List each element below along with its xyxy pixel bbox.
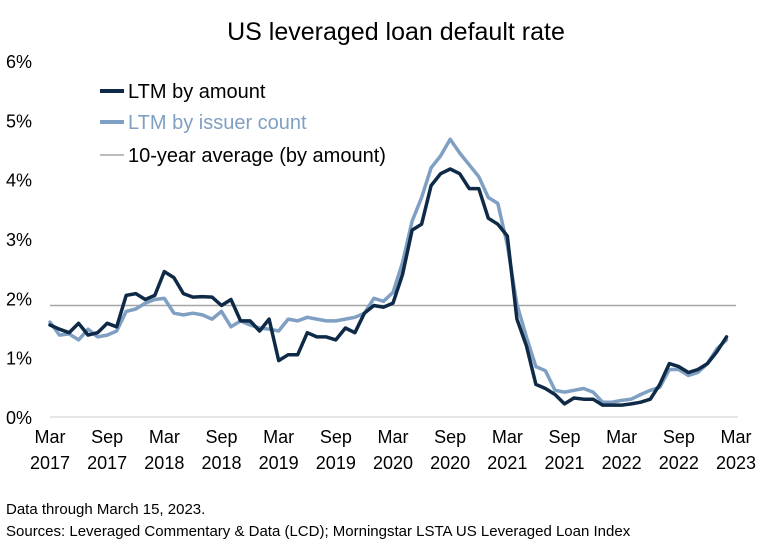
x-tick-year-label: 2019 xyxy=(259,453,299,473)
legend-label-ten-year-average: 10-year average (by amount) xyxy=(128,145,386,167)
x-tick-month-label: Mar xyxy=(149,427,180,447)
x-tick-year-label: 2020 xyxy=(430,453,470,473)
x-tick-month-label: Mar xyxy=(492,427,523,447)
x-tick-year-label: 2018 xyxy=(201,453,241,473)
x-tick-year-label: 2017 xyxy=(30,453,70,473)
y-tick-label: 3% xyxy=(6,230,32,250)
y-tick-label: 6% xyxy=(6,52,32,72)
x-tick-month-label: Sep xyxy=(91,427,123,447)
y-tick-label: 0% xyxy=(6,408,32,428)
x-tick-year-label: 2021 xyxy=(544,453,584,473)
x-tick-year-label: 2022 xyxy=(602,453,642,473)
x-tick-year-label: 2022 xyxy=(659,453,699,473)
legend-label-ltm-by-issuer-count: LTM by issuer count xyxy=(128,112,307,134)
x-tick-month-label: Sep xyxy=(205,427,237,447)
series-line-ltm-by-amount xyxy=(48,167,729,407)
y-axis-ticks: 0% 1% 2% 3% 4% 5% 6% xyxy=(6,52,32,428)
y-tick-label: 2% xyxy=(6,289,32,309)
data-through-note: Data through March 15, 2023. xyxy=(6,501,206,518)
x-tick-year-label: 2019 xyxy=(316,453,356,473)
x-tick-year-label: 2021 xyxy=(487,453,527,473)
legend: LTM by amount LTM by issuer count 10-yea… xyxy=(100,81,386,167)
x-tick-year-label: 2017 xyxy=(87,453,127,473)
x-tick-month-label: Mar xyxy=(606,427,637,447)
x-tick-month-label: Sep xyxy=(320,427,352,447)
x-tick-month-label: Sep xyxy=(663,427,695,447)
x-tick-year-label: 2020 xyxy=(373,453,413,473)
series-line-ltm-by-issuer-count xyxy=(48,137,729,404)
x-tick-month-label: Mar xyxy=(378,427,409,447)
x-tick-month-label: Sep xyxy=(548,427,580,447)
series-layer xyxy=(48,137,729,407)
x-tick-year-label: 2018 xyxy=(144,453,184,473)
chart-title: US leveraged loan default rate xyxy=(227,18,565,46)
y-tick-label: 1% xyxy=(6,349,32,369)
x-tick-year-label: 2023 xyxy=(716,453,756,473)
legend-label-ltm-by-amount: LTM by amount xyxy=(128,81,266,103)
x-tick-month-label: Mar xyxy=(35,427,66,447)
y-tick-label: 4% xyxy=(6,171,32,191)
x-tick-month-label: Sep xyxy=(434,427,466,447)
x-tick-month-label: Mar xyxy=(721,427,752,447)
x-axis-ticks: Mar 2017 Sep 2017 Mar 2018 Sep 2018 Mar 2019 Sep 20… xyxy=(30,427,756,473)
chart-notes: Data through March 15, 2023. Sources: Le… xyxy=(6,499,630,543)
y-tick-label: 5% xyxy=(6,111,32,131)
sources-note: Sources: Leveraged Commentary & Data (LC… xyxy=(6,523,631,540)
x-tick-month-label: Mar xyxy=(263,427,294,447)
